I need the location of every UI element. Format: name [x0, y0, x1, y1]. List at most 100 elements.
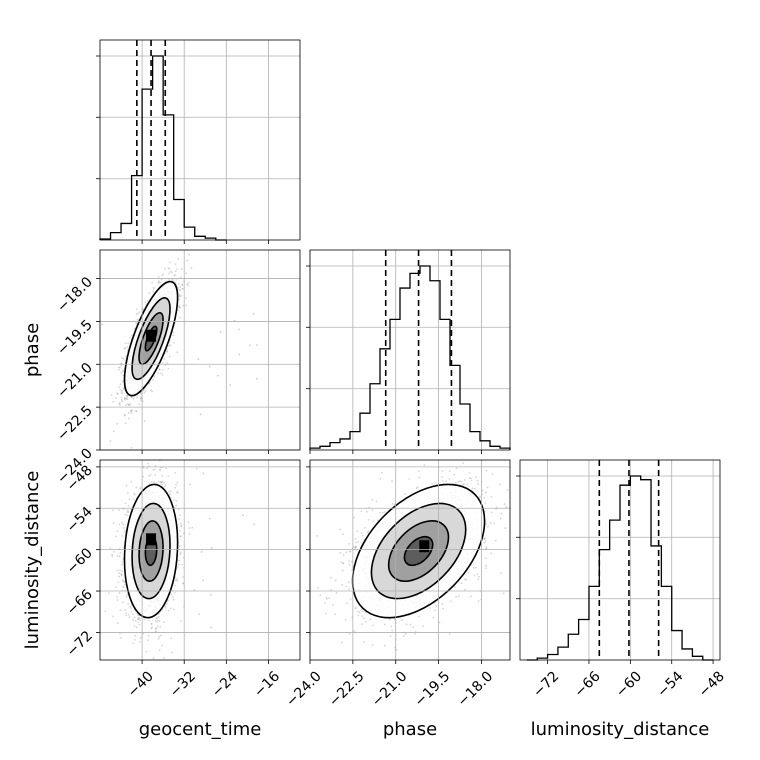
scatter-point — [157, 480, 160, 483]
scatter-point — [121, 570, 123, 573]
scatter-point — [167, 267, 170, 269]
scatter-point — [161, 369, 164, 371]
scatter-point — [123, 387, 125, 390]
scatter-point — [122, 586, 125, 588]
scatter-point — [137, 618, 140, 621]
scatter-point — [238, 328, 240, 331]
scatter-point — [174, 274, 177, 277]
scatter-point — [404, 632, 407, 635]
scatter-point — [115, 586, 117, 588]
scatter-point — [179, 551, 182, 554]
scatter-point — [169, 261, 172, 264]
scatter-point — [123, 413, 126, 416]
scatter-point — [139, 397, 142, 400]
scatter-point — [342, 562, 344, 565]
scatter-point — [179, 514, 181, 516]
scatter-point — [442, 607, 445, 610]
scatter-point — [208, 517, 211, 520]
scatter-point — [188, 533, 191, 535]
scatter-point — [135, 313, 138, 316]
scatter-point — [125, 404, 127, 406]
scatter-point — [167, 609, 170, 612]
scatter-point — [128, 417, 130, 420]
scatter-point — [369, 618, 372, 621]
scatter-point — [161, 373, 164, 376]
scatter-point — [160, 481, 163, 484]
scatter-point — [127, 603, 130, 605]
scatter-point — [126, 593, 129, 596]
scatter-point — [129, 605, 132, 608]
scatter-point — [195, 467, 198, 470]
scatter-point — [179, 295, 182, 298]
scatter-point — [119, 388, 122, 391]
scatter-point — [126, 396, 129, 399]
scatter-point — [441, 470, 444, 473]
scatter-point — [477, 482, 479, 485]
scatter-point — [163, 267, 166, 270]
scatter-point — [130, 610, 133, 613]
scatter-point — [168, 491, 170, 493]
scatter-point — [133, 638, 136, 641]
scatter-point — [477, 578, 480, 580]
scatter-point — [124, 609, 126, 611]
scatter-point — [477, 600, 480, 603]
scatter-point — [156, 620, 158, 623]
scatter-point — [181, 287, 184, 290]
scatter-point — [119, 366, 121, 369]
scatter-point — [165, 607, 167, 609]
scatter-point — [118, 401, 121, 404]
scatter-point — [139, 488, 142, 490]
scatter-point — [112, 522, 115, 525]
scatter-point — [316, 535, 318, 537]
scatter-point — [150, 622, 153, 625]
scatter-point — [163, 481, 165, 484]
scatter-point — [133, 493, 136, 496]
scatter-point — [140, 399, 143, 402]
scatter-point — [129, 403, 132, 405]
scatter-point — [331, 603, 334, 606]
scatter-point — [160, 372, 162, 375]
scatter-point — [134, 634, 137, 637]
scatter-point — [158, 368, 161, 371]
scatter-point — [165, 467, 167, 470]
scatter-point — [143, 618, 146, 621]
scatter-point — [128, 498, 131, 501]
scatter-point — [128, 616, 131, 618]
scatter-point — [133, 625, 136, 628]
scatter-point — [172, 334, 175, 337]
scatter-point — [139, 619, 141, 622]
scatter-point — [178, 294, 181, 296]
scatter-point — [166, 350, 169, 353]
scatter-point — [166, 362, 169, 364]
scatter-point — [180, 268, 183, 271]
scatter-point — [131, 396, 133, 399]
scatter-point — [230, 661, 232, 663]
scatter-point — [116, 599, 119, 601]
scatter-point — [181, 284, 184, 286]
scatter-point — [176, 268, 178, 270]
scatter-point — [325, 612, 327, 615]
scatter-point — [120, 364, 123, 367]
scatter-point — [200, 551, 203, 553]
scatter-point — [126, 511, 129, 513]
scatter-point — [116, 530, 119, 533]
scatter-point — [120, 398, 123, 401]
scatter-point — [158, 649, 161, 652]
scatter-point — [176, 491, 178, 493]
scatter-point — [172, 608, 175, 611]
scatter-point — [177, 258, 180, 260]
scatter-point — [180, 294, 183, 297]
scatter-point — [131, 613, 134, 615]
scatter-point — [197, 358, 200, 361]
scatter-point — [168, 279, 171, 281]
scatter-point — [169, 490, 172, 492]
scatter-point — [252, 312, 255, 315]
scatter-point — [371, 509, 374, 512]
scatter-point — [124, 397, 126, 400]
scatter-point — [138, 623, 141, 626]
scatter-point — [189, 483, 192, 486]
scatter-point — [166, 602, 169, 605]
scatter-point — [198, 613, 200, 615]
scatter-point — [208, 365, 211, 368]
scatter-point — [127, 614, 130, 616]
